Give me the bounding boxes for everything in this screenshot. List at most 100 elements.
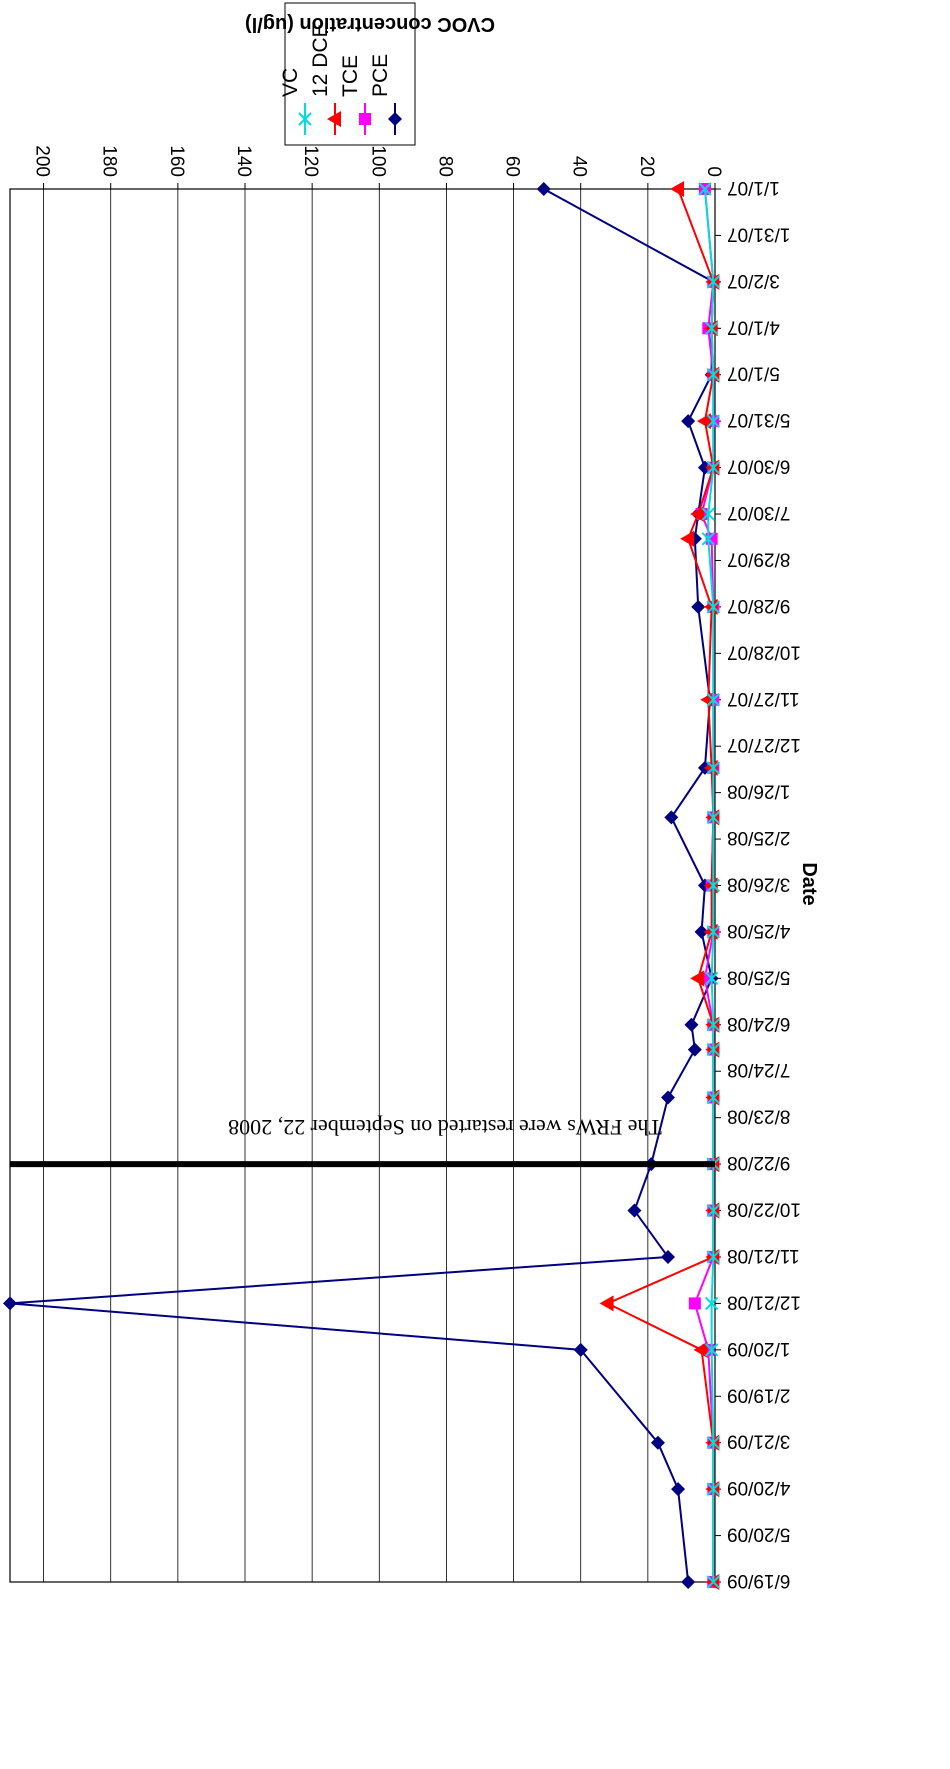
y-tick-label: 60 — [502, 156, 523, 177]
x-tick-label: 9/22/08 — [727, 1152, 790, 1173]
restart-annotation: The FRWs were restarted on September 22,… — [228, 1115, 662, 1140]
y-tick-label: 120 — [300, 145, 321, 177]
x-tick-label: 6/24/08 — [727, 1013, 790, 1034]
data-point — [706, 275, 721, 289]
x-tick-label: 3/26/08 — [727, 874, 790, 895]
legend-label: PCE — [369, 54, 392, 97]
legend-marker — [327, 111, 341, 127]
y-tick-label: 200 — [32, 145, 53, 177]
x-tick-label: 4/25/08 — [727, 920, 790, 941]
x-axis-ticks: 1/1/07 1/31/07 3/2/07 4/1/07 5/1/07 5/31/07 6/… — [715, 177, 801, 1591]
data-point — [700, 691, 715, 708]
data-point — [706, 878, 721, 893]
data-point — [704, 1343, 719, 1357]
legend-label: VC — [279, 68, 302, 97]
data-point — [681, 1575, 696, 1589]
data-point — [706, 368, 721, 382]
data-point — [706, 600, 721, 614]
data-point — [687, 1042, 702, 1057]
data-point — [704, 971, 719, 986]
data-point — [599, 1295, 614, 1312]
legend: PCE TCE 12 DCE VC — [279, 2, 416, 146]
plot-border — [9, 188, 716, 1583]
legend-label: TCE — [339, 55, 362, 97]
annotation-layer: The FRWs were restarted on September 22,… — [10, 1115, 715, 1168]
plot-area — [9, 188, 716, 1583]
data-point — [706, 761, 721, 775]
data-point — [664, 810, 679, 825]
series-vc — [698, 182, 721, 1589]
series-line — [9, 188, 715, 1583]
data-point — [627, 1203, 642, 1218]
x-tick-label: 1/31/07 — [727, 223, 790, 244]
x-tick-label: 3/2/07 — [727, 270, 780, 291]
x-tick-label: 6/19/09 — [727, 1570, 790, 1591]
data-point — [650, 1435, 665, 1450]
y-tick-label: 0 — [703, 166, 724, 177]
data-point — [706, 1250, 721, 1264]
y-tick-label: 180 — [99, 145, 120, 177]
data-point — [701, 532, 715, 546]
data-point — [670, 181, 685, 197]
x-tick-label: 10/28/07 — [727, 641, 801, 662]
legend-entry: TCE — [339, 55, 371, 135]
x-tick-label: 8/23/08 — [727, 1106, 790, 1127]
data-point — [706, 1435, 721, 1450]
data-point — [661, 1249, 675, 1264]
y-tick-label: 160 — [166, 145, 187, 177]
y-tick-label: 140 — [233, 145, 254, 177]
data-point — [704, 1296, 719, 1311]
data-point — [706, 1575, 721, 1589]
x-tick-label: 3/21/09 — [727, 1431, 790, 1452]
x-tick-label: 12/21/08 — [727, 1291, 801, 1312]
data-point — [690, 506, 705, 523]
data-point — [706, 693, 721, 707]
data-point — [706, 460, 721, 475]
y-tick-label: 100 — [367, 145, 388, 177]
x-tick-label: 5/31/07 — [727, 409, 790, 430]
data-point — [704, 321, 719, 336]
x-tick-label: 6/30/07 — [727, 456, 790, 477]
x-tick-label: 11/27/07 — [727, 688, 800, 709]
data-point — [681, 414, 696, 429]
legend-marker — [388, 112, 402, 126]
x-tick-label: 10/22/08 — [727, 1199, 801, 1220]
data-point — [3, 1296, 17, 1311]
data-point — [701, 507, 715, 521]
data-point — [706, 1018, 721, 1032]
x-tick-label: 2/25/08 — [727, 827, 790, 848]
data-point — [706, 414, 721, 428]
legend-marker — [298, 112, 312, 126]
legend-entry: PCE — [369, 54, 402, 135]
series-layer — [3, 181, 721, 1590]
y-tick-label: 80 — [434, 156, 455, 177]
data-point — [661, 1090, 675, 1105]
data-point — [691, 599, 706, 614]
data-point — [706, 1042, 721, 1057]
data-point — [706, 1203, 721, 1218]
x-tick-label: 5/20/09 — [727, 1524, 790, 1545]
legend-marker — [359, 113, 371, 125]
legend-entry: VC — [279, 68, 312, 135]
x-tick-label: 4/1/07 — [727, 316, 780, 337]
x-tick-label: 11/21/08 — [727, 1245, 800, 1266]
data-point — [698, 182, 712, 196]
data-point — [688, 1297, 701, 1310]
x-axis-title: Date — [798, 862, 820, 905]
gridlines — [43, 189, 649, 1582]
x-tick-label: 4/20/09 — [727, 1477, 790, 1498]
data-point — [573, 1342, 588, 1357]
x-tick-label: 8/29/07 — [727, 548, 790, 569]
x-tick-label: 1/20/09 — [727, 1338, 790, 1359]
data-point — [680, 530, 695, 547]
y-tick-label: 20 — [636, 156, 657, 177]
series-line — [703, 188, 715, 1582]
data-point — [671, 1482, 686, 1497]
x-tick-label: 5/25/08 — [727, 966, 790, 987]
data-point — [536, 182, 551, 196]
data-point — [706, 1090, 721, 1105]
legend-label: 12 DCE — [309, 23, 332, 97]
legend-entry: 12 DCE — [309, 23, 341, 135]
x-tick-label: 7/24/08 — [727, 1059, 790, 1080]
